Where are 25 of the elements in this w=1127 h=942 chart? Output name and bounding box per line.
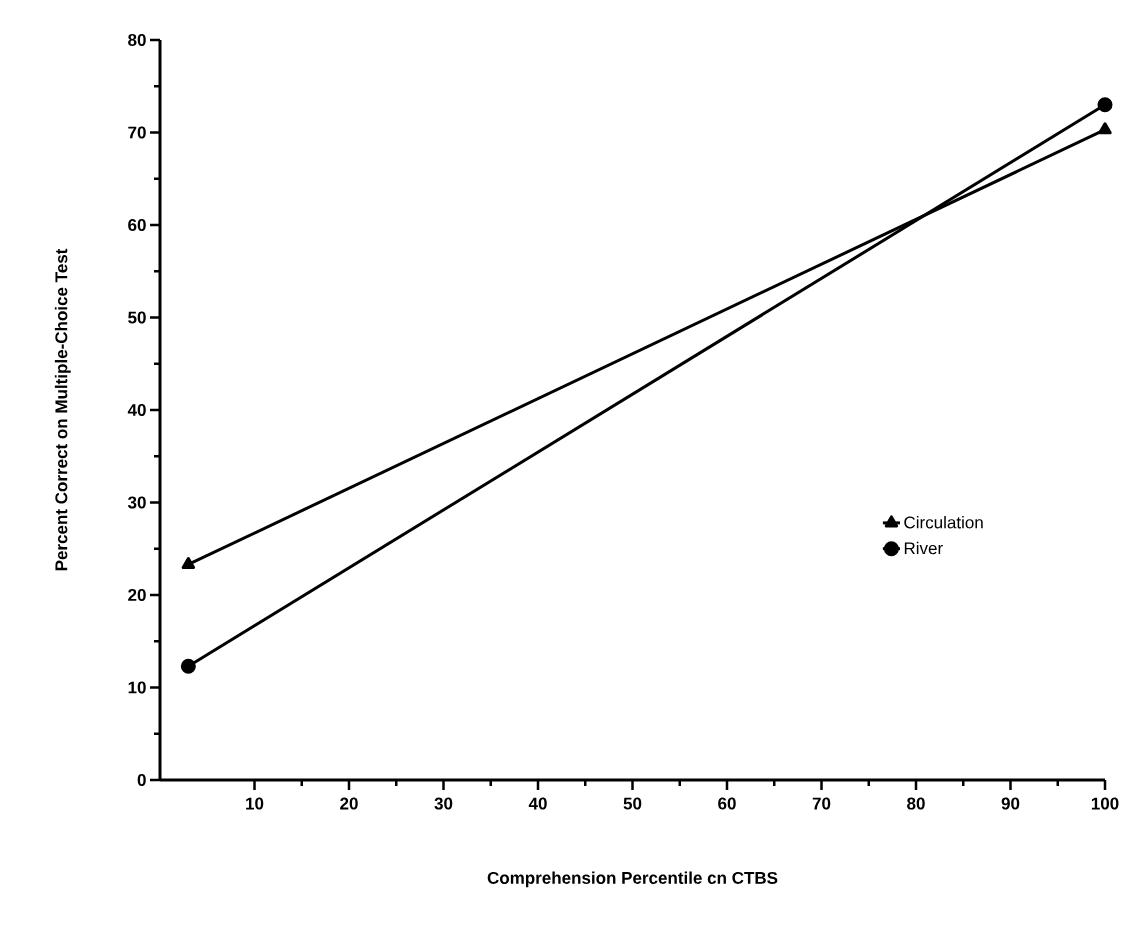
x-tick-label: 70 [812,797,831,810]
y-tick-label: 30 [127,496,146,509]
x-tick-label: 30 [434,797,453,810]
y-tick-label: 10 [128,681,146,694]
legend-label: River [904,541,943,555]
point [1097,97,1113,113]
x-tick-label: 60 [718,797,736,810]
y-tick-label: 40 [127,403,146,417]
y-tick-label: 80 [128,33,146,47]
x-tick-label: 100 [1091,797,1119,810]
y-tick-label: 70 [128,126,146,139]
y-axis-title: Percent Correct on Multiple-Choice Test [54,248,71,571]
x-tick-label: 40 [528,797,547,810]
x-tick-label: 20 [340,797,358,810]
point [180,658,196,674]
y-tick-label: 0 [137,773,146,787]
x-tick-label: 90 [1001,797,1020,810]
x-tick-label: 10 [246,797,264,810]
legend-label: Circulation [904,515,983,529]
y-tick-label: 50 [128,311,146,324]
x-tick-label: 50 [623,797,642,810]
x-tick-label: 80 [907,797,925,810]
y-tick-label: 20 [128,588,146,602]
x-axis-title: Comprehension Percentile cn CTBS [487,871,778,888]
y-tick-label: 60 [128,218,146,232]
